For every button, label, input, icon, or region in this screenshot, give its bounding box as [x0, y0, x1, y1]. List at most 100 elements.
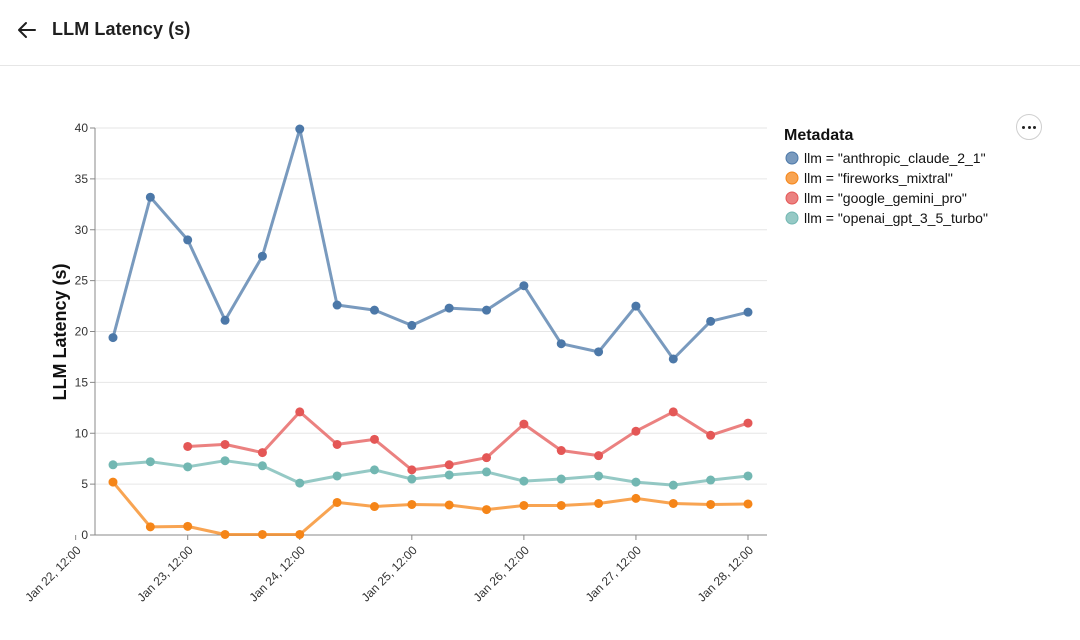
x-tick-label: Jan 25, 12:00	[359, 543, 421, 605]
data-point	[556, 500, 566, 510]
data-point	[519, 281, 529, 291]
data-point	[145, 457, 155, 467]
data-point	[295, 478, 305, 488]
data-point	[332, 497, 342, 507]
series-line-1	[111, 480, 750, 536]
data-point	[556, 474, 566, 484]
data-point	[108, 333, 118, 343]
y-tick-label: 5	[81, 477, 88, 491]
data-point	[295, 124, 305, 134]
y-tick-label: 15	[75, 375, 89, 389]
data-point	[631, 301, 641, 311]
data-point	[257, 529, 267, 539]
data-point	[332, 471, 342, 481]
data-point	[631, 493, 641, 503]
data-point	[369, 434, 379, 444]
data-point	[220, 456, 230, 466]
data-point	[631, 426, 641, 436]
data-point	[295, 529, 305, 539]
data-point	[183, 462, 193, 472]
data-point	[444, 460, 454, 470]
data-point	[369, 502, 379, 512]
data-point	[183, 521, 193, 531]
latency-chart: 0 5 10 15 20 25 30 35 40 Jan 22, 12:00 Jan 23, 12:…	[22, 121, 988, 604]
data-point	[369, 465, 379, 475]
data-point	[594, 498, 604, 508]
data-point	[444, 303, 454, 313]
y-tick-label: 20	[75, 325, 89, 339]
data-point	[183, 441, 193, 451]
page-header: LLM Latency (s)	[0, 0, 1080, 66]
legend-swatch	[785, 191, 799, 205]
arrow-left-icon[interactable]	[14, 17, 40, 43]
data-point	[145, 192, 155, 202]
data-point	[444, 500, 454, 510]
data-point	[556, 339, 566, 349]
data-point	[668, 480, 678, 490]
data-point	[743, 307, 753, 317]
series-line-0	[111, 127, 750, 361]
chart-grid	[95, 127, 767, 536]
data-point	[220, 315, 230, 325]
data-point	[706, 499, 716, 509]
legend-swatch	[785, 151, 799, 165]
y-tick-label: 30	[75, 223, 89, 237]
data-point	[220, 439, 230, 449]
legend-swatch	[785, 171, 799, 185]
x-tick-label: Jan 28, 12:00	[695, 543, 757, 605]
data-point	[407, 465, 417, 475]
y-axis-title: LLM Latency (s)	[50, 263, 70, 400]
data-point	[257, 461, 267, 471]
chart-legend: Metadata llm = "anthropic_claude_2_1"llm …	[784, 127, 988, 226]
legend-label: llm = "anthropic_claude_2_1"	[804, 150, 986, 166]
data-point	[519, 419, 529, 429]
data-point	[743, 499, 753, 509]
data-point	[220, 529, 230, 539]
data-point	[407, 499, 417, 509]
data-point	[482, 505, 492, 515]
data-point	[369, 305, 379, 315]
data-point	[145, 522, 155, 532]
x-tick-label: Jan 23, 12:00	[134, 543, 196, 605]
y-tick-label: 0	[81, 528, 88, 542]
chart-series-points	[108, 124, 753, 539]
y-tick-label: 10	[75, 426, 89, 440]
x-tick-label: Jan 27, 12:00	[583, 543, 645, 605]
legend-label: llm = "google_gemini_pro"	[804, 190, 967, 206]
more-horizontal-icon	[1022, 125, 1026, 129]
data-point	[407, 474, 417, 484]
data-point	[594, 451, 604, 461]
data-point	[183, 235, 193, 245]
data-point	[108, 477, 118, 487]
chart-axes: 0 5 10 15 20 25 30 35 40 Jan 22, 12:00 Jan 23, 12:…	[22, 121, 767, 604]
more-options-button[interactable]	[1016, 114, 1042, 140]
data-point	[482, 467, 492, 477]
data-point	[631, 477, 641, 487]
y-tick-label: 40	[75, 121, 89, 135]
data-point	[332, 300, 342, 310]
data-point	[444, 470, 454, 480]
legend-swatch	[785, 211, 799, 225]
data-point	[332, 439, 342, 449]
data-point	[108, 460, 118, 470]
data-point	[668, 498, 678, 508]
data-point	[556, 446, 566, 456]
legend-label: llm = "fireworks_mixtral"	[804, 170, 953, 186]
data-point	[295, 407, 305, 417]
data-point	[594, 347, 604, 357]
data-point	[668, 407, 678, 417]
data-point	[743, 418, 753, 428]
data-point	[519, 476, 529, 486]
data-point	[706, 316, 716, 326]
legend-label: llm = "openai_gpt_3_5_turbo"	[804, 210, 988, 226]
data-point	[482, 453, 492, 463]
x-tick-label: Jan 24, 12:00	[246, 543, 308, 605]
data-point	[706, 475, 716, 485]
data-point	[257, 448, 267, 458]
y-tick-label: 35	[75, 172, 89, 186]
chart-series-lines	[111, 127, 750, 536]
y-tick-label: 25	[75, 274, 89, 288]
legend-title: Metadata	[784, 127, 853, 144]
x-tick-label: Jan 26, 12:00	[471, 543, 533, 605]
data-point	[482, 305, 492, 315]
